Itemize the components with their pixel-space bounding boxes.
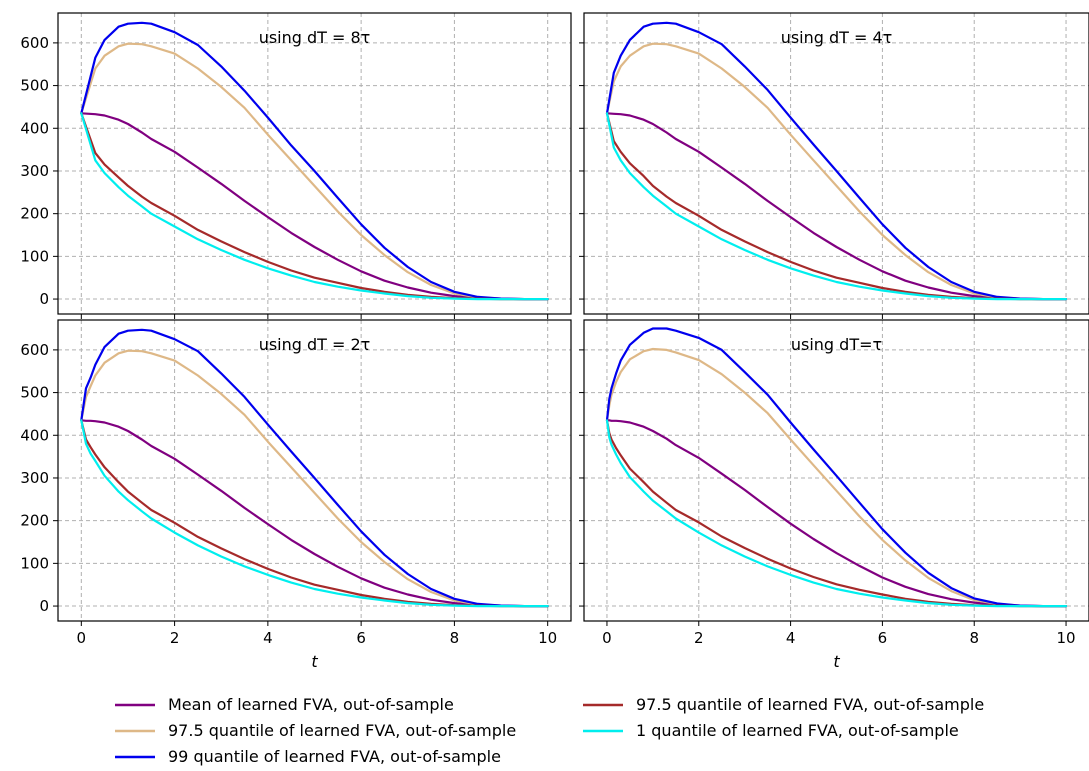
panel-1: 0 100 200 300 400 500 600 using dT = 8τ: [20, 12, 572, 319]
series-line-q1: [605, 419, 1068, 608]
panel-title: using dT = 2τ: [259, 335, 371, 354]
legend-label: 99 quantile of learned FVA, out-of-sampl…: [168, 747, 501, 766]
x-tick-label: 0: [77, 629, 87, 647]
y-tick-label: 200: [20, 205, 49, 223]
axes-frame: [583, 319, 1089, 622]
series-line-q975b: [80, 419, 549, 608]
panel-4: 0 2 4 6 8 10 t using dT=τ: [579, 319, 1089, 671]
series-line-q99: [605, 327, 1068, 608]
legend-item-q975: 97.5 quantile of learned FVA, out-of-sam…: [115, 721, 516, 740]
panel-title: using dT=τ: [791, 335, 882, 354]
series-line-mean: [80, 112, 549, 301]
series-line-mean: [80, 419, 549, 608]
y-tick-label: 0: [39, 290, 49, 308]
x-tick-label: 6: [356, 629, 366, 647]
legend-item-q99: 99 quantile of learned FVA, out-of-sampl…: [115, 747, 501, 766]
series-line-mean: [605, 112, 1068, 301]
y-tick-label: 500: [20, 77, 49, 95]
series-line-q1: [80, 419, 549, 608]
legend-item-q1: 1 quantile of learned FVA, out-of-sample: [583, 721, 959, 740]
x-axis-label: t: [833, 652, 840, 671]
series-line-q975b: [80, 112, 549, 301]
y-tick-label: 200: [20, 512, 49, 530]
panel-2: using dT = 4τ: [579, 12, 1089, 319]
series-line-q975: [80, 42, 549, 301]
series-line-q975b: [605, 419, 1068, 608]
series-line-q1: [605, 112, 1068, 301]
x-tick-label: 10: [538, 629, 557, 647]
x-tick-label: 8: [969, 629, 979, 647]
y-tick-label: 300: [20, 162, 49, 180]
y-tick-label: 300: [20, 469, 49, 487]
legend-label: 97.5 quantile of learned FVA, out-of-sam…: [636, 695, 984, 714]
axes-frame: [57, 319, 572, 622]
axes-frame: [583, 12, 1089, 315]
legend: Mean of learned FVA, out-of-sample 97.5 q…: [115, 695, 984, 766]
y-tick-label: 400: [20, 426, 49, 444]
legend-label: 1 quantile of learned FVA, out-of-sample: [636, 721, 959, 740]
series-line-q975: [80, 349, 549, 608]
y-tick-label: 100: [20, 554, 49, 572]
legend-label: Mean of learned FVA, out-of-sample: [168, 695, 454, 714]
series-line-q975: [605, 42, 1068, 301]
legend-label: 97.5 quantile of learned FVA, out-of-sam…: [168, 721, 516, 740]
x-tick-label: 10: [1056, 629, 1075, 647]
axes-frame: [57, 12, 572, 315]
series-line-q99: [605, 21, 1068, 301]
series-line-q975: [605, 347, 1068, 608]
panel-title: using dT = 4τ: [781, 28, 893, 47]
series-line-q975b: [605, 112, 1068, 301]
x-tick-label: 4: [263, 629, 273, 647]
y-tick-label: 400: [20, 119, 49, 137]
series-line-q1: [80, 112, 549, 301]
series-line-mean: [605, 419, 1068, 608]
y-tick-label: 600: [20, 34, 49, 52]
x-tick-label: 4: [786, 629, 796, 647]
x-tick-label: 2: [170, 629, 180, 647]
x-tick-label: 2: [694, 629, 704, 647]
legend-item-q975b: 97.5 quantile of learned FVA, out-of-sam…: [583, 695, 984, 714]
x-tick-label: 0: [602, 629, 612, 647]
legend-item-mean: Mean of learned FVA, out-of-sample: [115, 695, 454, 714]
x-tick-label: 8: [450, 629, 460, 647]
y-tick-label: 600: [20, 341, 49, 359]
panel-3: 0 100 200 300 400 500 600 0 2 4 6 8 10 t using dT = 2τ: [20, 319, 572, 671]
x-axis-label: t: [311, 652, 318, 671]
panel-title: using dT = 8τ: [259, 28, 371, 47]
series-line-q99: [80, 21, 549, 301]
y-tick-label: 500: [20, 384, 49, 402]
x-tick-label: 6: [878, 629, 888, 647]
series-line-q99: [80, 328, 549, 608]
y-tick-label: 0: [39, 597, 49, 615]
y-tick-label: 100: [20, 247, 49, 265]
